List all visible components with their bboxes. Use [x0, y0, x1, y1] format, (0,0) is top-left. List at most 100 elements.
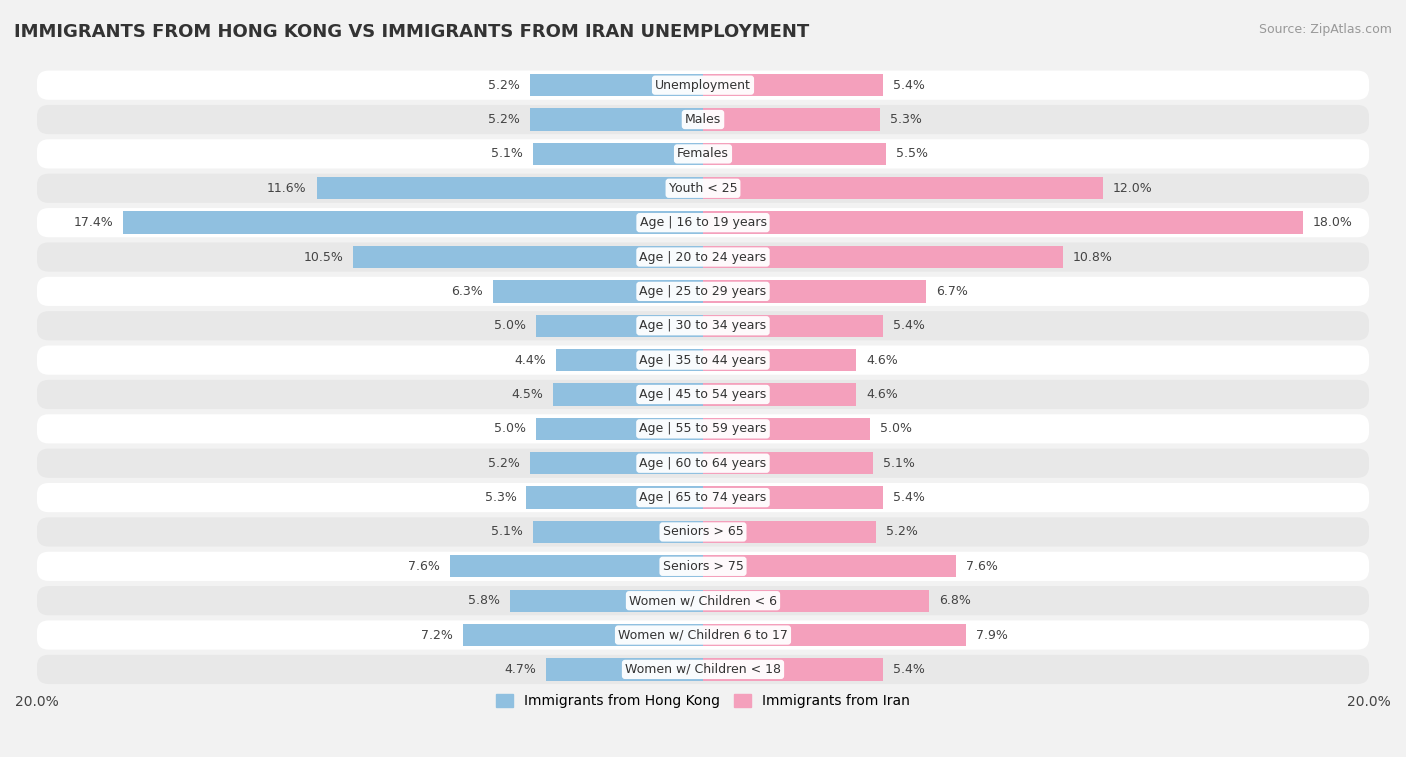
Text: IMMIGRANTS FROM HONG KONG VS IMMIGRANTS FROM IRAN UNEMPLOYMENT: IMMIGRANTS FROM HONG KONG VS IMMIGRANTS … — [14, 23, 810, 41]
Text: 4.6%: 4.6% — [866, 354, 898, 366]
Text: 5.2%: 5.2% — [488, 79, 520, 92]
Legend: Immigrants from Hong Kong, Immigrants from Iran: Immigrants from Hong Kong, Immigrants fr… — [491, 689, 915, 714]
Text: Women w/ Children < 6: Women w/ Children < 6 — [628, 594, 778, 607]
Text: 4.6%: 4.6% — [866, 388, 898, 401]
Text: Unemployment: Unemployment — [655, 79, 751, 92]
Text: Age | 45 to 54 years: Age | 45 to 54 years — [640, 388, 766, 401]
Bar — [553, 383, 703, 406]
FancyBboxPatch shape — [37, 449, 1369, 478]
Text: 5.2%: 5.2% — [488, 456, 520, 469]
Bar — [450, 555, 703, 578]
Text: 4.5%: 4.5% — [512, 388, 543, 401]
Text: Source: ZipAtlas.com: Source: ZipAtlas.com — [1258, 23, 1392, 36]
Bar — [703, 383, 856, 406]
Text: Women w/ Children 6 to 17: Women w/ Children 6 to 17 — [619, 628, 787, 641]
Bar — [316, 177, 703, 199]
Bar — [533, 521, 703, 543]
Bar — [547, 659, 703, 681]
Text: 5.4%: 5.4% — [893, 491, 925, 504]
Text: Seniors > 75: Seniors > 75 — [662, 560, 744, 573]
Text: 5.2%: 5.2% — [488, 113, 520, 126]
Bar — [703, 659, 883, 681]
FancyBboxPatch shape — [37, 242, 1369, 272]
FancyBboxPatch shape — [37, 621, 1369, 650]
Text: Women w/ Children < 18: Women w/ Children < 18 — [626, 663, 780, 676]
Bar — [463, 624, 703, 646]
Text: 5.3%: 5.3% — [485, 491, 516, 504]
Text: Age | 65 to 74 years: Age | 65 to 74 years — [640, 491, 766, 504]
Text: 5.3%: 5.3% — [890, 113, 921, 126]
Bar — [494, 280, 703, 303]
FancyBboxPatch shape — [37, 277, 1369, 306]
Bar — [703, 555, 956, 578]
Text: Age | 30 to 34 years: Age | 30 to 34 years — [640, 319, 766, 332]
Bar — [533, 143, 703, 165]
Bar — [703, 246, 1063, 268]
Bar — [703, 624, 966, 646]
Text: Females: Females — [678, 148, 728, 160]
Bar — [703, 487, 883, 509]
Text: 4.7%: 4.7% — [505, 663, 537, 676]
Text: 5.8%: 5.8% — [468, 594, 499, 607]
Text: Age | 60 to 64 years: Age | 60 to 64 years — [640, 456, 766, 469]
Bar — [703, 315, 883, 337]
FancyBboxPatch shape — [37, 517, 1369, 547]
Text: 7.6%: 7.6% — [408, 560, 440, 573]
Text: 5.5%: 5.5% — [896, 148, 928, 160]
FancyBboxPatch shape — [37, 208, 1369, 237]
Text: 6.7%: 6.7% — [936, 285, 967, 298]
Bar — [703, 108, 880, 131]
Text: 5.4%: 5.4% — [893, 79, 925, 92]
Bar — [703, 521, 876, 543]
Text: 4.4%: 4.4% — [515, 354, 547, 366]
FancyBboxPatch shape — [37, 345, 1369, 375]
Text: 5.4%: 5.4% — [893, 319, 925, 332]
Bar — [530, 108, 703, 131]
Text: 5.2%: 5.2% — [886, 525, 918, 538]
Text: Males: Males — [685, 113, 721, 126]
Text: 17.4%: 17.4% — [73, 217, 114, 229]
Bar — [703, 452, 873, 475]
FancyBboxPatch shape — [37, 483, 1369, 512]
Text: 5.1%: 5.1% — [883, 456, 915, 469]
Text: 7.2%: 7.2% — [422, 628, 453, 641]
Text: 5.1%: 5.1% — [491, 525, 523, 538]
Text: Age | 16 to 19 years: Age | 16 to 19 years — [640, 217, 766, 229]
Text: 5.0%: 5.0% — [880, 422, 911, 435]
Bar — [703, 590, 929, 612]
Bar — [703, 143, 886, 165]
Bar — [124, 211, 703, 234]
FancyBboxPatch shape — [37, 311, 1369, 341]
FancyBboxPatch shape — [37, 552, 1369, 581]
FancyBboxPatch shape — [37, 105, 1369, 134]
FancyBboxPatch shape — [37, 380, 1369, 409]
Text: 6.8%: 6.8% — [939, 594, 972, 607]
Text: Youth < 25: Youth < 25 — [669, 182, 737, 195]
Text: 12.0%: 12.0% — [1112, 182, 1153, 195]
Text: 18.0%: 18.0% — [1313, 217, 1353, 229]
Text: 7.9%: 7.9% — [976, 628, 1008, 641]
FancyBboxPatch shape — [37, 70, 1369, 100]
Bar — [703, 177, 1102, 199]
Text: 5.0%: 5.0% — [495, 319, 526, 332]
Bar — [526, 487, 703, 509]
Bar — [537, 315, 703, 337]
Text: 11.6%: 11.6% — [267, 182, 307, 195]
Bar — [530, 452, 703, 475]
Text: Age | 35 to 44 years: Age | 35 to 44 years — [640, 354, 766, 366]
Bar — [703, 280, 927, 303]
Text: Age | 55 to 59 years: Age | 55 to 59 years — [640, 422, 766, 435]
FancyBboxPatch shape — [37, 655, 1369, 684]
Bar — [703, 418, 869, 440]
Bar — [703, 74, 883, 96]
Text: Age | 25 to 29 years: Age | 25 to 29 years — [640, 285, 766, 298]
FancyBboxPatch shape — [37, 139, 1369, 169]
Text: 10.5%: 10.5% — [304, 251, 343, 263]
Text: Seniors > 65: Seniors > 65 — [662, 525, 744, 538]
Text: 6.3%: 6.3% — [451, 285, 484, 298]
Bar — [557, 349, 703, 371]
Text: 5.1%: 5.1% — [491, 148, 523, 160]
FancyBboxPatch shape — [37, 173, 1369, 203]
Text: 7.6%: 7.6% — [966, 560, 998, 573]
Text: 5.0%: 5.0% — [495, 422, 526, 435]
